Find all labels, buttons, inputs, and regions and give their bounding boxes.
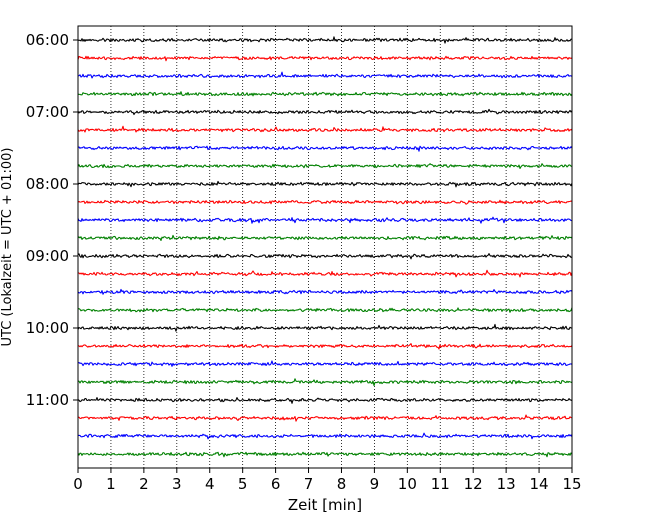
x-tick-label-13: 13: [497, 475, 516, 493]
x-tick-label-15: 15: [562, 475, 581, 493]
y-axis-ticks: 06:00 07:00 08:00 09:00 10:00 11:00: [26, 31, 78, 409]
trace-0715: [77, 125, 573, 133]
x-tick-label-9: 9: [370, 475, 380, 493]
y-axis-label: UTC (Lokalzeit = UTC + 01:00): [0, 148, 15, 347]
trace-0800: [77, 180, 573, 188]
trace-0815: [77, 199, 573, 205]
x-tick-label-3: 3: [172, 475, 182, 493]
trace-0745: [77, 163, 573, 170]
y-tick-label-07:00: 07:00: [26, 103, 69, 121]
trace-1130: [77, 432, 573, 440]
trace-0900: [77, 253, 573, 260]
trace-1030: [77, 360, 573, 367]
x-tick-label-12: 12: [464, 475, 483, 493]
x-tick-label-2: 2: [139, 475, 149, 493]
trace-0915: [77, 269, 573, 278]
trace-0830: [77, 216, 573, 224]
trace-0630: [77, 71, 573, 79]
seismic-traces: [77, 36, 573, 458]
x-axis-ticks: 0 1 2 3 4 5 6 7 8 9 10 11 12 13 14 15: [73, 468, 582, 493]
x-tick-label-5: 5: [238, 475, 248, 493]
x-tick-label-6: 6: [271, 475, 281, 493]
x-tick-label-14: 14: [530, 475, 549, 493]
trace-1115: [77, 414, 573, 422]
trace-0730: [77, 145, 573, 152]
plot-frame: [77, 25, 573, 469]
x-axis-label: Zeit [min]: [288, 496, 362, 514]
x-tick-label-11: 11: [431, 475, 450, 493]
trace-1000: [77, 323, 573, 332]
y-tick-label-06:00: 06:00: [26, 31, 69, 49]
trace-0600: [77, 36, 573, 44]
x-tick-label-4: 4: [205, 475, 215, 493]
trace-0845: [77, 234, 573, 242]
trace-0945: [77, 307, 573, 313]
x-tick-label-1: 1: [106, 475, 116, 493]
y-tick-label-11:00: 11:00: [26, 391, 69, 409]
trace-1145: [77, 451, 573, 458]
x-tick-label-7: 7: [304, 475, 314, 493]
trace-0615: [77, 55, 573, 62]
trace-0645: [77, 91, 573, 97]
x-tick-label-0: 0: [73, 475, 83, 493]
x-tick-label-10: 10: [398, 475, 417, 493]
x-tick-label-8: 8: [337, 475, 347, 493]
y-tick-label-10:00: 10:00: [26, 319, 69, 337]
trace-0700: [77, 108, 573, 116]
trace-1045: [77, 378, 573, 387]
y-tick-label-09:00: 09:00: [26, 247, 69, 265]
y-tick-label-08:00: 08:00: [26, 175, 69, 193]
trace-1100: [77, 397, 573, 404]
trace-1015: [77, 343, 573, 350]
trace-0930: [77, 288, 573, 295]
